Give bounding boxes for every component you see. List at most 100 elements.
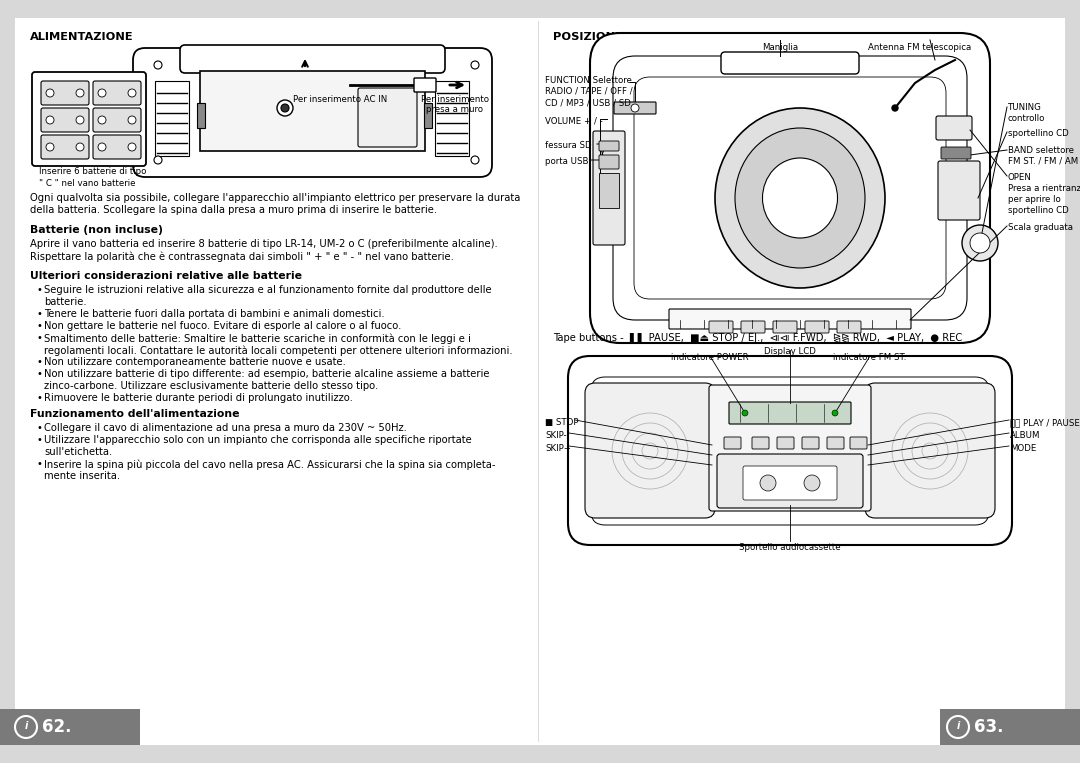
FancyBboxPatch shape xyxy=(93,108,141,132)
FancyBboxPatch shape xyxy=(568,356,1012,545)
Text: •: • xyxy=(36,393,42,403)
Circle shape xyxy=(631,104,639,112)
Bar xyxy=(0,745,1080,763)
FancyBboxPatch shape xyxy=(724,437,741,449)
FancyBboxPatch shape xyxy=(805,321,829,333)
Text: Tenere le batterie fuori dalla portata di bambini e animali domestici.: Tenere le batterie fuori dalla portata d… xyxy=(44,309,384,319)
Text: 63.: 63. xyxy=(974,718,1003,736)
Circle shape xyxy=(129,143,136,151)
Bar xyxy=(424,103,432,128)
Bar xyxy=(156,81,189,156)
Text: porta USB: porta USB xyxy=(545,157,589,166)
Bar xyxy=(197,103,205,128)
Bar xyxy=(1065,0,1080,763)
Text: Per inserimento
presa a muro: Per inserimento presa a muro xyxy=(421,95,489,114)
Text: Non utilizzare batterie di tipo differente: ad esempio, batterie alcaline assiem: Non utilizzare batterie di tipo differen… xyxy=(44,369,489,379)
Circle shape xyxy=(46,89,54,97)
Text: TUNING: TUNING xyxy=(1008,103,1042,112)
Text: Non utilizzare contemporaneamente batterie nuove e usate.: Non utilizzare contemporaneamente batter… xyxy=(44,357,346,367)
Text: Per inserimento AC IN: Per inserimento AC IN xyxy=(293,95,387,104)
Ellipse shape xyxy=(715,108,885,288)
Text: Ogni qualvolta sia possibile, collegare l'apparecchio all'impianto elettrico per: Ogni qualvolta sia possibile, collegare … xyxy=(30,193,521,203)
FancyBboxPatch shape xyxy=(777,437,794,449)
FancyBboxPatch shape xyxy=(615,102,656,114)
FancyBboxPatch shape xyxy=(590,33,990,343)
Circle shape xyxy=(471,61,480,69)
FancyBboxPatch shape xyxy=(599,141,619,151)
Bar xyxy=(200,71,426,151)
Circle shape xyxy=(154,61,162,69)
Text: Tape buttons -  ▌▌ PAUSE,  ■⏏ STOP / EJ.,  ⧏⧏ F.FWD,  ⧎⧎ RWD,  ◄ PLAY,  ● REC: Tape buttons - ▌▌ PAUSE, ■⏏ STOP / EJ., … xyxy=(553,333,962,343)
Text: sull'etichetta.: sull'etichetta. xyxy=(44,447,112,457)
Text: ■ STOP: ■ STOP xyxy=(545,418,579,427)
Text: Funzionamento dell'alimentazione: Funzionamento dell'alimentazione xyxy=(30,409,240,419)
Text: FUNCTION Selettore: FUNCTION Selettore xyxy=(545,76,632,85)
Text: ⏩⏩ PLAY / PAUSE: ⏩⏩ PLAY / PAUSE xyxy=(1010,418,1080,427)
Text: per aprire lo: per aprire lo xyxy=(1008,195,1061,204)
Text: SKIP-: SKIP- xyxy=(545,431,567,440)
Text: della batteria. Scollegare la spina dalla presa a muro prima di inserire le batt: della batteria. Scollegare la spina dall… xyxy=(30,205,437,215)
Text: •: • xyxy=(36,309,42,319)
Circle shape xyxy=(98,143,106,151)
Circle shape xyxy=(471,156,480,164)
Text: FM ST. / FM / AM: FM ST. / FM / AM xyxy=(1008,157,1078,166)
Text: sportellino CD: sportellino CD xyxy=(1008,206,1069,215)
Text: •: • xyxy=(36,423,42,433)
FancyBboxPatch shape xyxy=(939,161,980,220)
Text: indicatore FM ST.: indicatore FM ST. xyxy=(834,353,907,362)
FancyBboxPatch shape xyxy=(837,321,861,333)
Text: •: • xyxy=(36,459,42,469)
Text: Maniglia: Maniglia xyxy=(761,43,798,52)
Text: Inserire la spina più piccola del cavo nella presa AC. Assicurarsi che la spina : Inserire la spina più piccola del cavo n… xyxy=(44,459,496,469)
Circle shape xyxy=(154,156,162,164)
Text: Inserire 6 batterie di tipo: Inserire 6 batterie di tipo xyxy=(39,167,147,176)
Bar xyxy=(435,81,469,156)
Text: Antenna FM telescopica: Antenna FM telescopica xyxy=(868,43,972,52)
Circle shape xyxy=(276,100,293,116)
FancyBboxPatch shape xyxy=(708,385,870,511)
Text: batterie.: batterie. xyxy=(44,297,86,307)
Ellipse shape xyxy=(762,158,837,238)
Text: Display LCD: Display LCD xyxy=(764,347,815,356)
Circle shape xyxy=(804,475,820,491)
FancyBboxPatch shape xyxy=(741,321,765,333)
Text: zinco-carbone. Utilizzare esclusivamente batterie dello stesso tipo.: zinco-carbone. Utilizzare esclusivamente… xyxy=(44,381,378,391)
Text: ALIMENTAZIONE: ALIMENTAZIONE xyxy=(30,32,134,42)
Text: Presa a rientranza: Presa a rientranza xyxy=(1008,184,1080,193)
FancyBboxPatch shape xyxy=(752,437,769,449)
Circle shape xyxy=(76,89,84,97)
Text: Sportello audiocassette: Sportello audiocassette xyxy=(739,543,841,552)
Text: Smaltimento delle batterie: Smaltire le batterie scariche in conformità con le l: Smaltimento delle batterie: Smaltire le … xyxy=(44,333,471,343)
Text: •: • xyxy=(36,357,42,367)
Text: •: • xyxy=(36,285,42,295)
Text: Utilizzare l'apparecchio solo con un impianto che corrisponda alle specifiche ri: Utilizzare l'apparecchio solo con un imp… xyxy=(44,435,472,445)
Ellipse shape xyxy=(735,128,865,268)
Text: regolamenti locali. Contattare le autorità locali competenti per ottenere ulteri: regolamenti locali. Contattare le autori… xyxy=(44,345,513,356)
Text: Batterie (non incluse): Batterie (non incluse) xyxy=(30,225,163,235)
Text: fessura SD: fessura SD xyxy=(545,141,592,150)
Circle shape xyxy=(98,89,106,97)
Text: indicatore POWER: indicatore POWER xyxy=(671,353,748,362)
Text: Seguire le istruzioni relative alla sicurezza e al funzionamento fornite dal pro: Seguire le istruzioni relative alla sicu… xyxy=(44,285,491,295)
Text: i: i xyxy=(25,721,28,731)
Circle shape xyxy=(832,410,838,416)
FancyBboxPatch shape xyxy=(708,321,733,333)
Text: Rispettare la polarità che è contrassegnata dai simboli " + " e " - " nel vano b: Rispettare la polarità che è contrassegn… xyxy=(30,251,454,262)
Text: " C " nel vano batterie: " C " nel vano batterie xyxy=(39,179,135,188)
Text: sportellino CD: sportellino CD xyxy=(1008,129,1069,138)
Text: POSIZIONE DEI COMANDI: POSIZIONE DEI COMANDI xyxy=(553,32,714,42)
Circle shape xyxy=(46,143,54,151)
Circle shape xyxy=(76,116,84,124)
FancyBboxPatch shape xyxy=(357,88,417,147)
FancyBboxPatch shape xyxy=(802,437,819,449)
FancyBboxPatch shape xyxy=(599,155,619,169)
FancyBboxPatch shape xyxy=(93,81,141,105)
FancyBboxPatch shape xyxy=(41,135,89,159)
Circle shape xyxy=(129,116,136,124)
FancyBboxPatch shape xyxy=(32,72,146,166)
Text: Non gettare le batterie nel fuoco. Evitare di esporle al calore o al fuoco.: Non gettare le batterie nel fuoco. Evita… xyxy=(44,321,402,331)
Bar xyxy=(0,0,15,763)
FancyBboxPatch shape xyxy=(865,383,995,518)
Text: i: i xyxy=(956,721,960,731)
Text: OPEN: OPEN xyxy=(1008,173,1031,182)
